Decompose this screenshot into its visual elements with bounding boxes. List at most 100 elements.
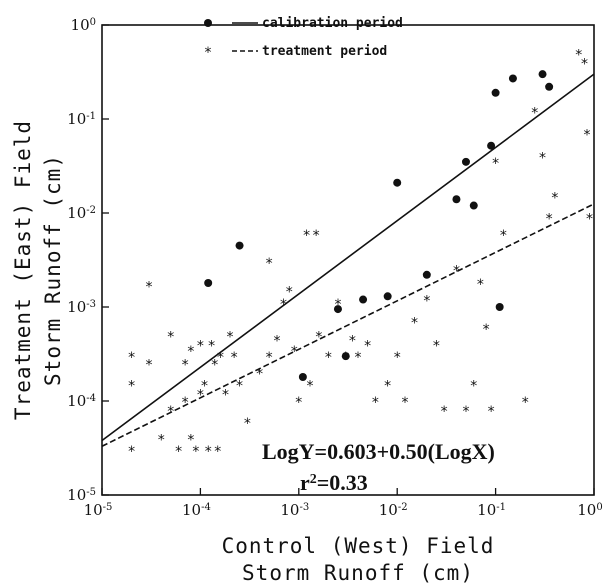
legend-label-treatment: treatment period (262, 44, 387, 59)
treatment-point: * (192, 444, 199, 460)
treatment-point: * (355, 350, 362, 366)
treatment-point: * (197, 338, 204, 354)
treatment-fit-line (101, 203, 595, 447)
treatment-point: * (187, 432, 194, 448)
data-points: ****************************************… (128, 47, 593, 460)
regression-equation: LogY=0.603+0.50(LogX) (262, 439, 495, 464)
calibration-point (204, 279, 213, 288)
treatment-point: * (167, 404, 174, 420)
treatment-point: * (334, 297, 341, 313)
treatment-point: * (488, 404, 495, 420)
treatment-point: * (197, 388, 204, 404)
calibration-point (495, 303, 504, 311)
y-axis-title-line1: Treatment (East) Field (11, 120, 35, 420)
calibration-point (298, 373, 307, 382)
calibration-point (341, 352, 350, 361)
treatment-point: * (441, 404, 448, 420)
treatment-point: * (539, 150, 546, 166)
treatment-point: * (236, 378, 243, 394)
x-tick-label: 10-5 (84, 501, 113, 519)
y-axis-title-line2: Storm Runoff (cm) (41, 154, 65, 386)
x-tick-label: 10-3 (280, 501, 309, 519)
treatment-point: * (313, 228, 320, 244)
treatment-point: * (175, 444, 182, 460)
treatment-point: * (128, 350, 135, 366)
treatment-point: * (227, 329, 234, 345)
treatment-point: * (256, 367, 263, 383)
treatment-point: * (128, 444, 135, 460)
treatment-point: * (266, 256, 273, 272)
treatment-point: * (531, 106, 538, 122)
x-tick-label: 10-4 (182, 501, 211, 519)
treatment-point: * (273, 334, 280, 350)
treatment-point: * (286, 284, 293, 300)
treatment-point: * (477, 277, 484, 293)
calibration-point (469, 201, 478, 210)
legend-star-marker: * (205, 45, 212, 61)
treatment-point: * (280, 297, 287, 313)
treatment-point: * (128, 378, 135, 394)
y-tick-label: 100 (71, 16, 96, 34)
treatment-point: * (575, 47, 582, 63)
treatment-point: * (384, 378, 391, 394)
axis-ticks: 10-5 10-4 10-3 10-2 10-1 100 10-5 10-4 10-3 10-2 1… (67, 16, 603, 519)
treatment-point: * (211, 358, 218, 374)
calibration-point (333, 305, 342, 314)
treatment-point: * (205, 444, 212, 460)
treatment-point: * (470, 378, 477, 394)
legend-label-calibration: calibration period (262, 16, 403, 31)
treatment-point: * (411, 316, 418, 332)
y-tick-label: 10-4 (67, 392, 96, 410)
calibration-point (393, 178, 402, 187)
treatment-point: * (586, 211, 593, 227)
treatment-point: * (433, 338, 440, 354)
treatment-point: * (158, 432, 165, 448)
treatment-point: * (546, 211, 553, 227)
legend-dot-marker (204, 19, 212, 27)
calibration-point (383, 292, 392, 301)
treatment-point: * (187, 344, 194, 360)
treatment-point: * (325, 350, 332, 366)
treatment-point: * (394, 350, 401, 366)
treatment-point: * (167, 329, 174, 345)
calibration-point (359, 295, 368, 304)
treatment-point: * (522, 395, 529, 411)
treatment-point: * (581, 56, 588, 72)
calibration-point (452, 195, 461, 204)
treatment-point: * (231, 350, 238, 366)
treatment-point: * (145, 279, 152, 295)
x-axis-title-line2: Storm Runoff (cm) (242, 561, 474, 585)
treatment-point: * (303, 228, 310, 244)
treatment-point: * (342, 350, 349, 366)
treatment-point: * (500, 228, 507, 244)
calibration-point (508, 74, 517, 83)
treatment-point: * (364, 338, 371, 354)
y-tick-label: 10-1 (67, 110, 96, 128)
treatment-point: * (307, 378, 314, 394)
treatment-point: * (462, 404, 469, 420)
y-tick-label: 10-3 (67, 298, 96, 316)
treatment-point: * (145, 358, 152, 374)
treatment-point: * (492, 156, 499, 172)
calibration-point (487, 141, 496, 150)
treatment-point: * (315, 329, 322, 345)
treatment-point: * (208, 338, 215, 354)
treatment-point: * (551, 190, 558, 206)
plot-frame (101, 24, 595, 496)
y-tick-label: 10-5 (67, 486, 96, 504)
treatment-point: * (214, 444, 221, 460)
r-squared-label: r2=0.33 (300, 470, 368, 495)
treatment-point: * (401, 395, 408, 411)
treatment-point: * (584, 128, 591, 144)
x-axis-title-line1: Control (West) Field (222, 534, 495, 558)
calibration-fit-line (101, 73, 595, 442)
treatment-point: * (423, 294, 430, 310)
treatment-point: * (201, 378, 208, 394)
fit-lines (101, 73, 595, 447)
treatment-point: * (483, 322, 490, 338)
treatment-point: * (453, 264, 460, 280)
calibration-point (491, 88, 500, 97)
calibration-point (422, 270, 431, 279)
calibration-point (235, 241, 244, 250)
